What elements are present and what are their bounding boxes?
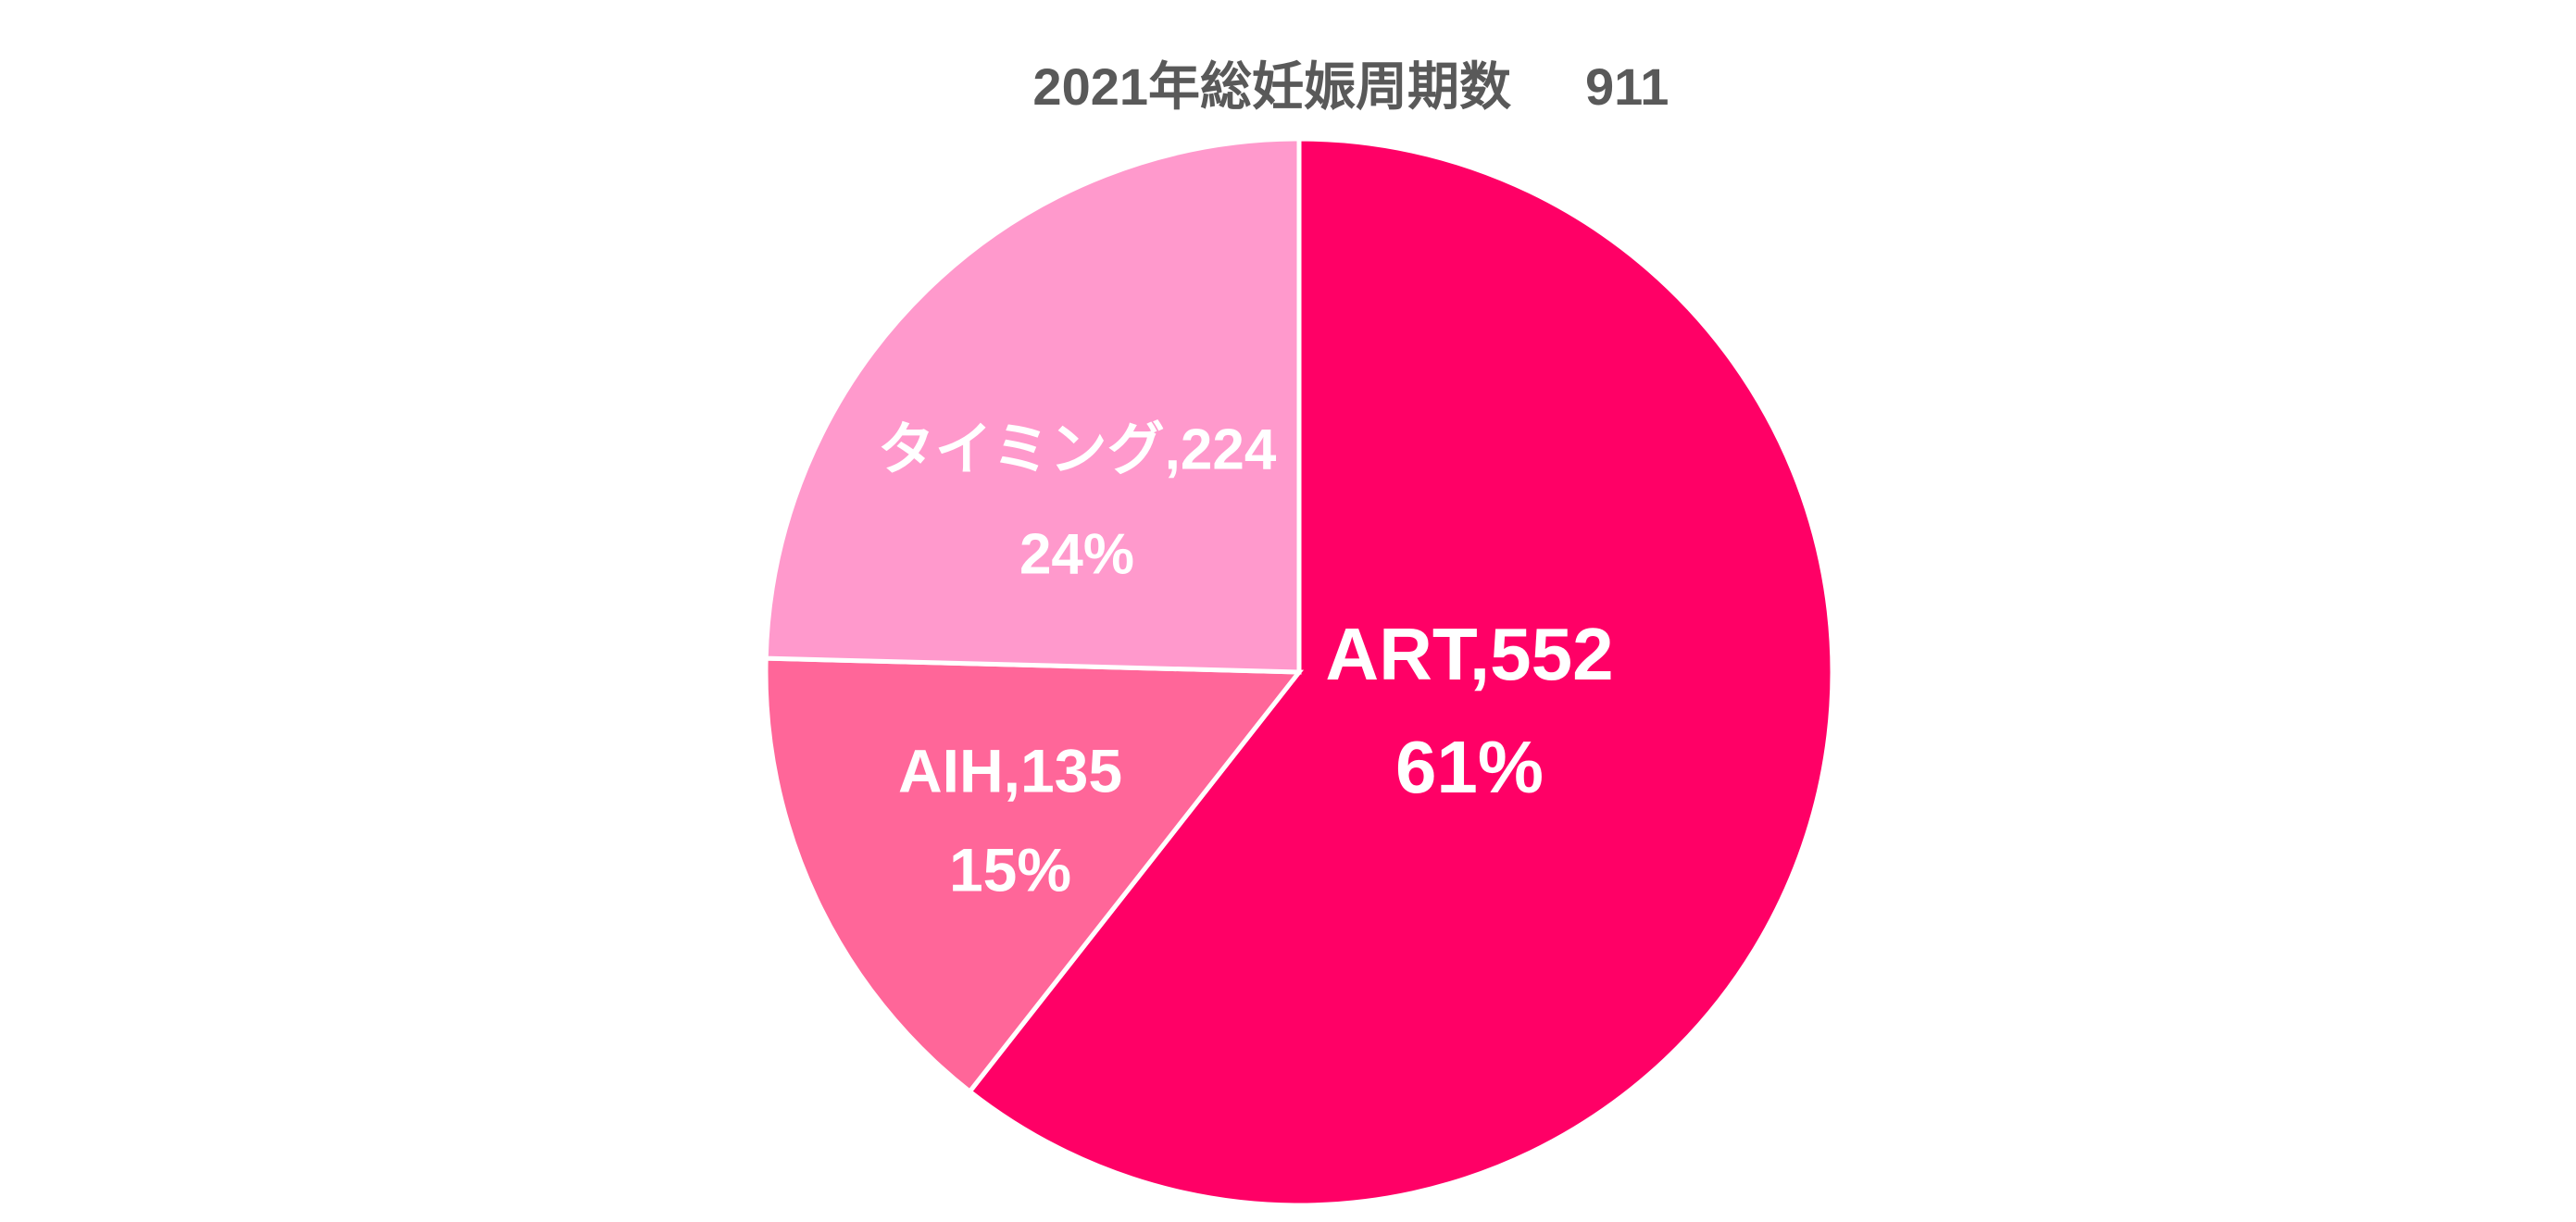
percent-label: 61% (1395, 726, 1544, 808)
percent-label: 24% (1019, 522, 1134, 586)
chart-title: 2021年総妊娠周期数 (1032, 57, 1511, 116)
pie-slice (966, 136, 1835, 1208)
data-label: ART,552 (1325, 613, 1613, 695)
chart-total: 911 (1585, 57, 1669, 116)
data-label: タイミング,224 (878, 418, 1277, 481)
pie-slice (763, 136, 1302, 675)
pie-slice (763, 655, 1305, 1095)
data-label: AIH,135 (898, 736, 1122, 804)
percent-label: 15% (949, 835, 1071, 904)
